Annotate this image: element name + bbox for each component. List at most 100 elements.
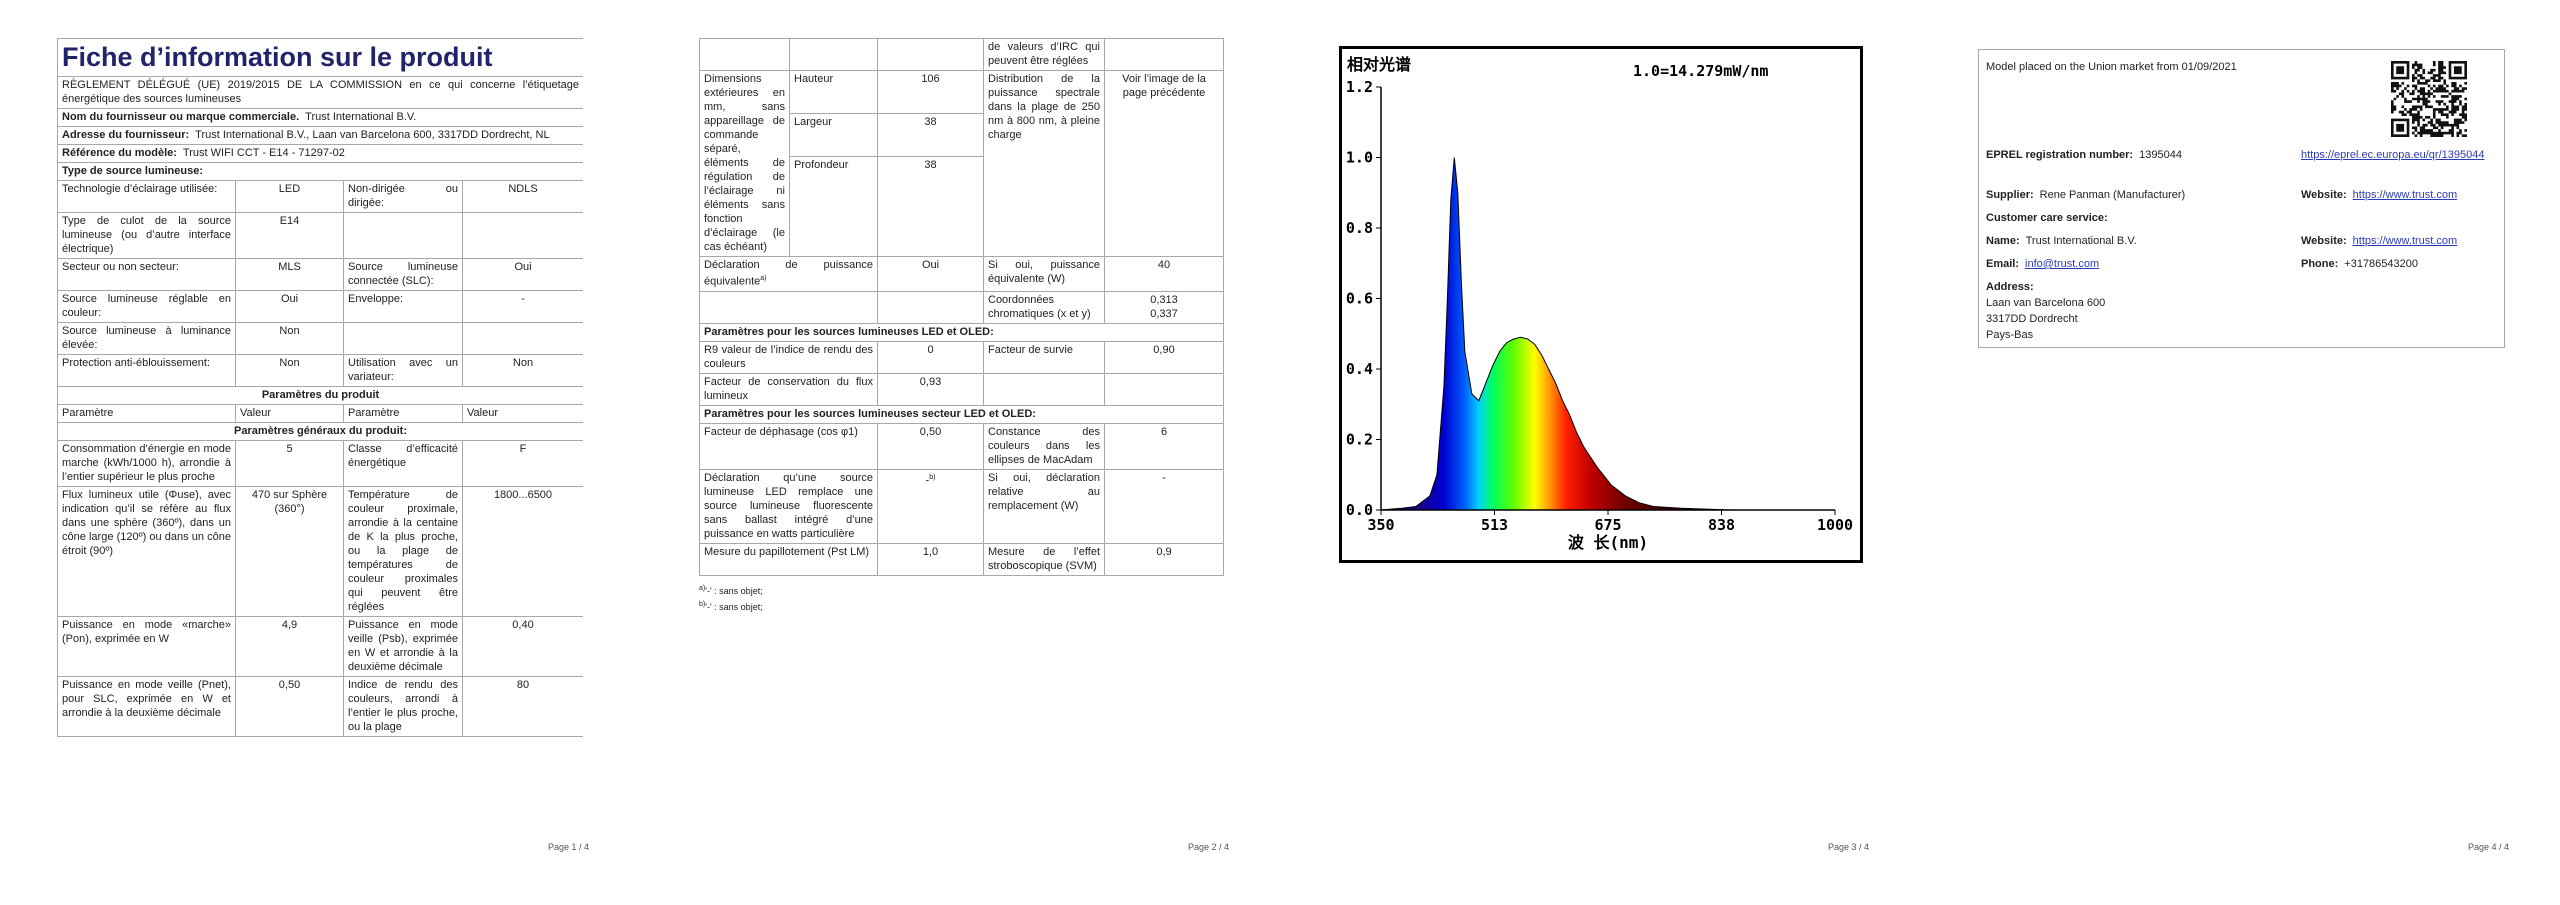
spectrum-area [1380, 157, 1835, 511]
y-tick-label: 0.4 [1346, 360, 1373, 378]
table-cell [877, 38, 984, 71]
table-cell: Non [461, 354, 583, 387]
value: +31786543200 [2344, 258, 2418, 270]
value: Rene Panman (Manufacturer) [2039, 189, 2186, 201]
table-cell [789, 38, 878, 71]
table-cell: - [461, 290, 583, 323]
table-cell: Non-dirigée ou dirigée: [343, 180, 463, 213]
label: Référence du modèle: [62, 147, 177, 159]
table-cell: Mesure de l’effet stroboscopique (SVM) [983, 542, 1105, 576]
table-cell [877, 290, 984, 324]
label: EPREL registration number: [1986, 149, 2134, 161]
plot-area: 0.0 0.2 0.4 0.6 0.8 1.0 1.2 350 513 675 838 1000 [1346, 78, 1853, 534]
table-cell: Source lumineuse connectée (SLC): [343, 258, 463, 291]
qr-code [2391, 61, 2467, 137]
table-cell [461, 322, 583, 355]
email-link[interactable]: info@trust.com [2025, 258, 2100, 270]
table-cell: Secteur ou non secteur: [57, 258, 236, 291]
value: Trust International B.V. [2025, 235, 2137, 247]
website-link[interactable]: https://www.trust.com [2352, 235, 2458, 247]
y-tick-label: 0.2 [1346, 431, 1373, 449]
table-row: Paramètres du produit [57, 386, 583, 405]
y-tick-label: 1.0 [1346, 149, 1373, 167]
table-cell: Paramètres pour les sources lumineuses L… [699, 322, 1224, 342]
table-cell: 0,93 [877, 372, 984, 406]
label: Supplier: [1986, 189, 2034, 201]
table-cell: MLS [235, 258, 344, 291]
supplier: Supplier: Rene Panman (Manufacturer) [1986, 189, 2185, 201]
superscript: a) [699, 584, 706, 592]
product-table: Fiche d’information sur le produit RÈGLEM… [57, 38, 583, 737]
table-row: Secteur ou non secteur: MLS Source lumineu… [57, 258, 583, 291]
table-row: Source lumineuse à luminance élevée: Non [57, 322, 583, 355]
table-row: Paramètres généraux du produit: [57, 422, 583, 441]
table-cell: Puissance en mode veille (Psb), exprimée… [343, 616, 463, 677]
qr-modules [2391, 61, 2467, 137]
table-cell: Profondeur [789, 156, 878, 257]
label: Website: [2301, 189, 2347, 201]
table-cell [343, 322, 463, 355]
website-link[interactable]: https://www.trust.com [2352, 189, 2458, 201]
table-cell: Coordonnées chromatiques (x et y) [983, 290, 1105, 324]
table-cell: Puissance en mode «marche» (Pon), exprim… [57, 616, 236, 677]
footnotes: a)'-' : sans objet; b)'-' : sans objet; [699, 582, 1224, 614]
y-tick-label: 0.0 [1346, 501, 1373, 519]
x-tick-label: 1000 [1817, 516, 1853, 534]
table-row: Puissance en mode «marche» (Pon), exprim… [57, 616, 583, 677]
footnote-text: '-' : sans objet; [705, 601, 763, 612]
table-row: Technologie d’éclairage utilisée: LED Non-… [57, 180, 583, 213]
table-cell: Déclaration de puissance équivalentea) [699, 256, 878, 292]
label: Email: [1986, 258, 2020, 270]
table-cell: RÈGLEMENT DÉLÉGUÉ (UE) 2019/2015 DE LA C… [57, 76, 583, 109]
table-cell: Déclaration qu’une source lumineuse LED … [699, 468, 878, 544]
table-cell: Utilisation avec un variateur: [343, 354, 463, 387]
table-cell: Si oui, déclaration relative au remplace… [983, 468, 1105, 544]
table-cell: Enveloppe: [343, 290, 463, 323]
table-row: Nom du fournisseur ou marque commerciale… [57, 108, 583, 127]
value: 1395044 [2139, 149, 2182, 161]
table-cell: Largeur [789, 113, 878, 157]
table-cell: 0,90 [1104, 340, 1224, 374]
table-cell: Paramètre [343, 404, 463, 423]
table-cell: Valeur [235, 404, 344, 423]
table-row: Puissance en mode veille (Pnet), pour SL… [57, 676, 583, 737]
table-row: Paramètres pour les sources lumineuses L… [699, 322, 1224, 342]
x-tick-label: 513 [1481, 516, 1508, 534]
table-row: Source lumineuse réglable en couleur: Oui… [57, 290, 583, 323]
table-cell: Paramètres généraux du produit: [57, 422, 583, 441]
eprel: EPREL registration number: 1395044 [1986, 149, 2182, 161]
page-number: Page 4 / 4 [2468, 842, 2510, 852]
address-line: Laan van Barcelona 600 [1986, 297, 2106, 309]
table-row: Flux lumineux utile (Φuse), avec indicat… [57, 486, 583, 617]
table-cell: Distribution de la puissance spectrale d… [983, 70, 1105, 257]
table-row: Consommation d’énergie en mode marche (k… [57, 440, 583, 487]
superscript: b) [699, 600, 706, 608]
cell-text: - [925, 474, 930, 487]
chart-title: 相对光谱 [1347, 55, 1411, 74]
table-row: Dimensions extérieures en mm, sans appar… [699, 70, 1224, 257]
y-tick-label: 1.2 [1346, 78, 1373, 96]
x-tick-label: 350 [1367, 516, 1394, 534]
table-cell: Fiche d’information sur le produit [57, 38, 583, 77]
table-cell [343, 212, 463, 259]
x-tick-label: 838 [1708, 516, 1735, 534]
footnote-text: '-' : sans objet; [705, 585, 763, 596]
table-cell: Flux lumineux utile (Φuse), avec indicat… [57, 486, 236, 617]
table-cell: Hauteur [789, 70, 878, 114]
table-cell: 38 [877, 113, 984, 157]
table-cell: 106 [877, 70, 984, 114]
table-row: Adresse du fournisseur: Trust Internation… [57, 126, 583, 145]
table-cell: F [461, 440, 583, 487]
table-cell [699, 290, 878, 324]
eprel-link[interactable]: https://eprel.ec.europa.eu/qr/1395044 [2301, 149, 2485, 161]
table-cell: 1800...6500 [461, 486, 583, 617]
table-cell: Facteur de survie [983, 340, 1105, 374]
table-cell: 0,50 [235, 676, 344, 737]
chroma-value: 0,337 [1150, 307, 1178, 320]
table-row: Profondeur 38 [700, 156, 1224, 257]
table-cell: 0,9 [1104, 542, 1224, 576]
table-cell [699, 38, 790, 71]
table-row: Mesure du papillotement (Pst LM) 1,0 Mesur… [699, 542, 1224, 576]
